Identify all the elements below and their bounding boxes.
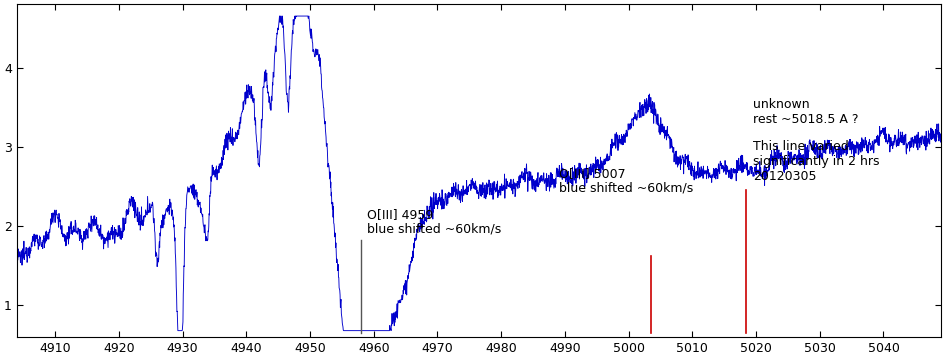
Text: This line varied
significantly in 2 hrs
20120305: This line varied significantly in 2 hrs …	[752, 140, 879, 183]
Text: O[III] 4959
blue shifted ~60km/s: O[III] 4959 blue shifted ~60km/s	[367, 208, 501, 236]
Text: unknown
rest ~5018.5 A ?: unknown rest ~5018.5 A ?	[752, 98, 857, 126]
Text: O[III] 5007
blue shifted ~60km/s: O[III] 5007 blue shifted ~60km/s	[558, 167, 692, 195]
